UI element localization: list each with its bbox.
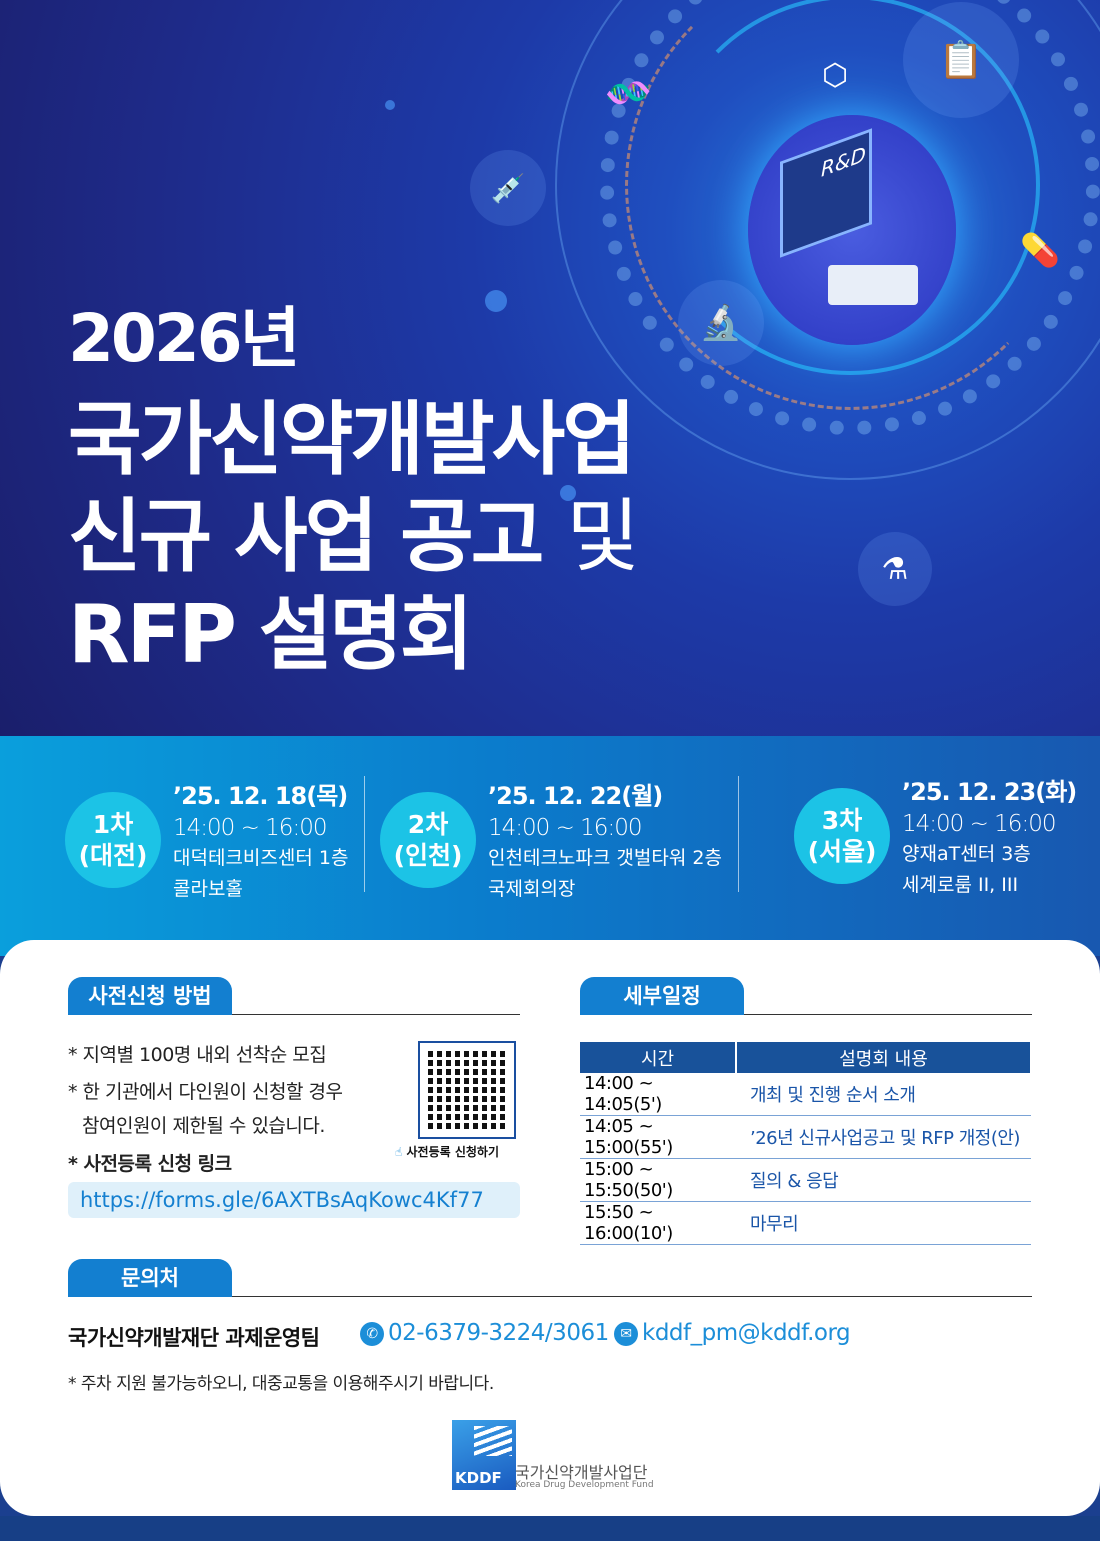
session-date: ’25. 12. 18(목) bbox=[173, 782, 348, 810]
table-row: 15:50 ~ 16:00(10') 마무리 bbox=[580, 1201, 1031, 1245]
contact-email[interactable]: ✉ kddf_pm@kddf.org bbox=[614, 1320, 851, 1346]
bottom-strip bbox=[0, 1516, 1100, 1541]
badge-region: (서울) bbox=[807, 837, 877, 866]
hero-banner: R&D 📋 💉 🔬 ⚗ 💊 ⬡ 🧬 2026년 국가신약개발사업 신규 사업 공… bbox=[0, 0, 1100, 736]
qr-caption-text: 사전등록 신청하기 bbox=[406, 1145, 500, 1159]
time-cell: 14:00 ~ 14:05(5') bbox=[580, 1073, 736, 1116]
org-name-kr: 국가신약개발사업단 bbox=[515, 1463, 648, 1482]
microscope-icon: 🔬 bbox=[678, 280, 764, 366]
badge-region: (인천) bbox=[393, 841, 463, 870]
decor-dot bbox=[485, 290, 507, 312]
qr-code[interactable] bbox=[418, 1041, 516, 1139]
tap-icon: ☝ bbox=[395, 1145, 403, 1159]
schedule-header: 세부일정 bbox=[580, 977, 1032, 1015]
decor-dot bbox=[385, 100, 395, 110]
session-place: 인천테크노파크 갯벌타워 2층 bbox=[488, 847, 722, 869]
sessions-band: 1차 (대전) ’25. 12. 18(목) 14:00 ~ 16:00 대덕테크… bbox=[0, 736, 1100, 956]
session-time: 14:00 ~ 16:00 bbox=[488, 815, 642, 841]
session-badge: 3차 (서울) bbox=[794, 788, 890, 884]
content-cell: ’26년 신규사업공고 및 RFP 개정(안) bbox=[736, 1115, 1031, 1159]
time-cell: 15:50 ~ 16:00(10') bbox=[580, 1201, 736, 1245]
badge-number: 3차 bbox=[821, 806, 863, 835]
column-header: 설명회 내용 bbox=[736, 1042, 1032, 1073]
email-address: kddf_pm@kddf.org bbox=[642, 1320, 851, 1346]
contact-header: 문의처 bbox=[68, 1259, 1032, 1297]
session-room: 세계로룸 II, III bbox=[902, 874, 1019, 896]
session-badge: 1차 (대전) bbox=[65, 792, 161, 888]
table-row: 14:05 ~ 15:00(55') ’26년 신규사업공고 및 RFP 개정(안… bbox=[580, 1115, 1031, 1159]
session-badge: 2차 (인천) bbox=[380, 792, 476, 888]
session-time: 14:00 ~ 16:00 bbox=[173, 815, 327, 841]
badge-number: 2차 bbox=[407, 810, 449, 839]
session-date: ’25. 12. 22(월) bbox=[488, 782, 663, 810]
logo-stripes bbox=[474, 1426, 512, 1456]
divider bbox=[738, 776, 739, 892]
vial-syringe-icon: 💉 bbox=[470, 150, 546, 226]
session-place: 양재aT센터 3층 bbox=[902, 843, 1031, 865]
clipboard-icon: 📋 bbox=[903, 2, 1019, 118]
badge-region: (대전) bbox=[78, 841, 148, 870]
registration-link-label: * 사전등록 신청 링크 bbox=[68, 1153, 232, 1175]
org-name-en: Korea Drug Development Fund bbox=[515, 1480, 654, 1490]
session-info: ’25. 12. 18(목) 14:00 ~ 16:00 대덕테크비즈센터 1층… bbox=[173, 776, 348, 903]
session-date: ’25. 12. 23(화) bbox=[902, 778, 1077, 806]
content-cell: 마무리 bbox=[736, 1201, 1031, 1245]
column-header: 시간 bbox=[580, 1042, 737, 1073]
time-cell: 14:05 ~ 15:00(55') bbox=[580, 1115, 736, 1159]
logo-text: KDDF bbox=[455, 1469, 502, 1487]
desk-illustration bbox=[828, 265, 918, 305]
registration-note: * 한 기관에서 다인원이 신청할 경우 bbox=[68, 1081, 343, 1103]
session-place: 대덕테크비즈센터 1층 bbox=[173, 847, 349, 869]
qr-caption: ☝ 사전등록 신청하기 bbox=[395, 1143, 499, 1160]
table-header-row: 시간 설명회 내용 bbox=[580, 1042, 1032, 1073]
hero-title-bold: 신규 사업 공고 bbox=[68, 490, 544, 583]
contact-heading: 문의처 bbox=[68, 1259, 232, 1297]
session-2: 2차 (인천) ’25. 12. 22(월) 14:00 ~ 16:00 인천테크… bbox=[380, 776, 722, 903]
phone-icon: ✆ bbox=[360, 1321, 384, 1346]
hero-title-line1: 국가신약개발사업 bbox=[68, 393, 636, 486]
registration-header: 사전신청 방법 bbox=[68, 977, 520, 1015]
content-cell: 질의 & 응답 bbox=[736, 1158, 1031, 1202]
hero-title-line3: RFP 설명회 bbox=[68, 588, 474, 681]
registration-note: * 지역별 100명 내외 선착순 모집 bbox=[68, 1044, 327, 1066]
pills-icon: 💊 bbox=[1020, 231, 1060, 269]
registration-heading: 사전신청 방법 bbox=[68, 977, 232, 1015]
badge-number: 1차 bbox=[92, 810, 134, 839]
divider bbox=[364, 776, 365, 892]
session-info: ’25. 12. 23(화) 14:00 ~ 16:00 양재aT센터 3층 세… bbox=[902, 772, 1077, 899]
contact-team: 국가신약개발재단 과제운영팀 bbox=[68, 1326, 320, 1350]
kddf-logo-mark: KDDF bbox=[452, 1420, 516, 1490]
table-row: 14:00 ~ 14:05(5') 개최 및 진행 순서 소개 bbox=[580, 1073, 1031, 1116]
flask-icon: ⚗ bbox=[858, 532, 932, 606]
rnd-illustration: R&D bbox=[748, 115, 956, 345]
hero-year: 2026년 bbox=[68, 300, 300, 377]
decor-ring bbox=[625, 0, 1075, 410]
session-room: 국제회의장 bbox=[488, 878, 576, 900]
session-time: 14:00 ~ 16:00 bbox=[902, 811, 1056, 837]
session-room: 콜라보홀 bbox=[173, 878, 243, 900]
session-1: 1차 (대전) ’25. 12. 18(목) 14:00 ~ 16:00 대덕테크… bbox=[65, 776, 348, 903]
rnd-board: R&D bbox=[780, 128, 872, 258]
schedule-table: 시간 설명회 내용 14:00 ~ 14:05(5') 개최 및 진행 순서 소개 … bbox=[580, 1042, 1032, 1245]
registration-note: 참여인원이 제한될 수 있습니다. bbox=[82, 1115, 325, 1137]
hero-title-line2: 신규 사업 공고 및 bbox=[68, 472, 640, 588]
table-row: 15:00 ~ 15:50(50') 질의 & 응답 bbox=[580, 1158, 1031, 1202]
parking-note: * 주차 지원 불가능하오니, 대중교통을 이용해주시기 바랍니다. bbox=[68, 1374, 494, 1394]
mail-icon: ✉ bbox=[614, 1321, 638, 1346]
decor-dot bbox=[560, 485, 576, 501]
phone-number: 02-6379-3224/3061 bbox=[388, 1320, 609, 1346]
registration-link[interactable]: https://forms.gle/6AXTBsAqKowc4Kf77 bbox=[68, 1182, 520, 1218]
schedule-heading: 세부일정 bbox=[580, 977, 744, 1015]
session-3: 3차 (서울) ’25. 12. 23(화) 14:00 ~ 16:00 양재aT… bbox=[794, 772, 1077, 899]
molecule-icon: ⬡ bbox=[821, 57, 849, 93]
content-cell: 개최 및 진행 순서 소개 bbox=[736, 1073, 1031, 1116]
time-cell: 15:00 ~ 15:50(50') bbox=[580, 1158, 736, 1202]
session-info: ’25. 12. 22(월) 14:00 ~ 16:00 인천테크노파크 갯벌타… bbox=[488, 776, 722, 903]
hero-title-light: 및 bbox=[566, 490, 640, 583]
contact-phone[interactable]: ✆ 02-6379-3224/3061 bbox=[360, 1320, 609, 1346]
